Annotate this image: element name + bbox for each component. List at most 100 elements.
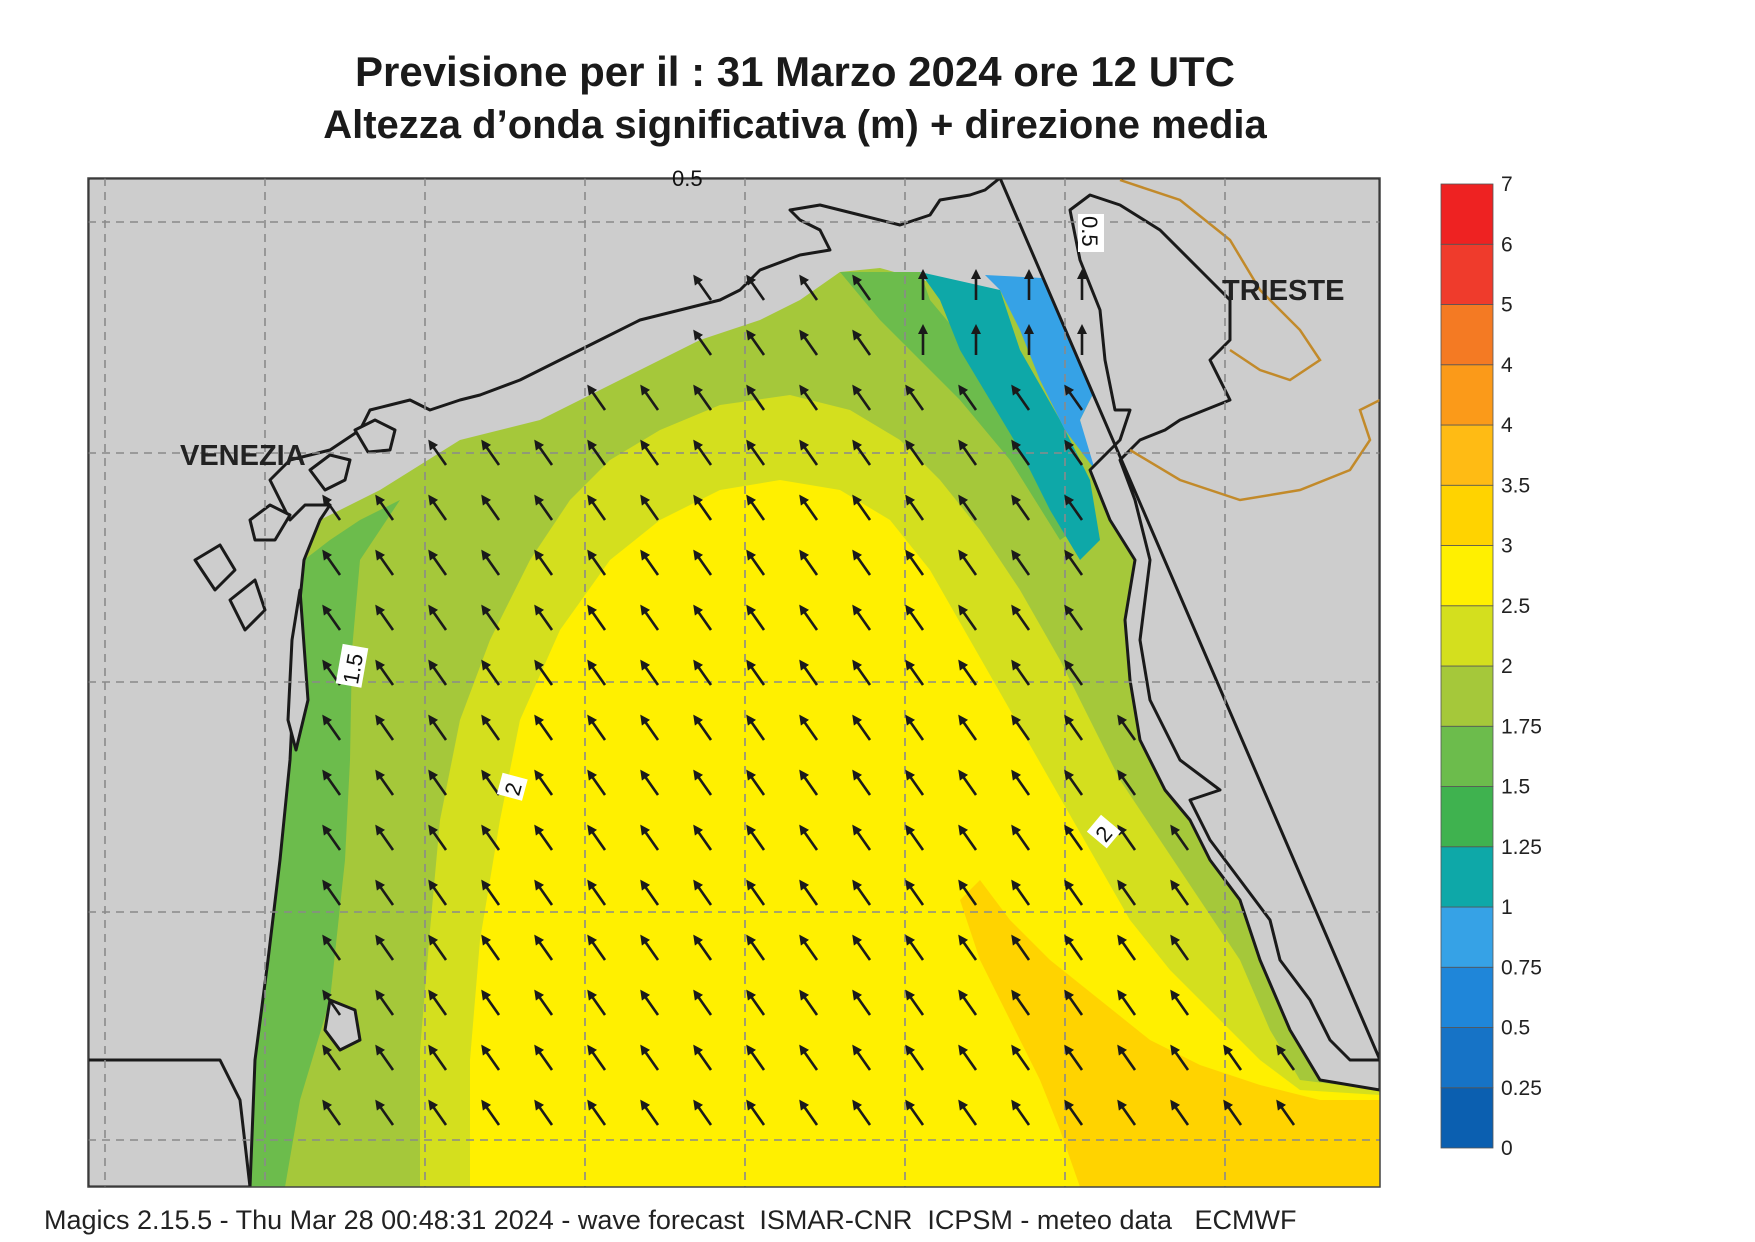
colorbar-swatch (1440, 183, 1494, 245)
wave-direction-arrow (958, 989, 978, 1016)
wave-direction-arrow (481, 934, 501, 961)
wave-direction-arrow (1011, 659, 1031, 686)
wave-direction-arrow (958, 769, 978, 796)
wave-direction-arrow (693, 384, 713, 411)
wave-direction-arrow (640, 879, 660, 906)
wave-direction-arrow (958, 1099, 978, 1126)
wave-direction-arrow (693, 659, 713, 686)
wave-direction-arrow (481, 879, 501, 906)
wave-direction-arrow (905, 1099, 925, 1126)
wave-direction-arrow (428, 824, 448, 851)
colorbar-swatch (1440, 725, 1494, 787)
wave-direction-arrow (1170, 879, 1190, 906)
wave-direction-arrow (534, 989, 554, 1016)
wave-direction-arrow (1064, 879, 1084, 906)
wave-direction-arrow (693, 329, 713, 356)
wave-direction-arrow (587, 989, 607, 1016)
wave-direction-arrow (1223, 1044, 1243, 1071)
wave-direction-arrow (693, 1044, 713, 1071)
wave-direction-arrow (746, 659, 766, 686)
wave-direction-arrow (640, 714, 660, 741)
wave-direction-arrow (852, 329, 872, 356)
wave-direction-arrow (799, 329, 819, 356)
wave-direction-arrow (587, 439, 607, 466)
wave-direction-arrow (958, 659, 978, 686)
wave-direction-arrow (481, 549, 501, 576)
wave-direction-arrow (1011, 989, 1031, 1016)
wave-direction-arrow (322, 1099, 342, 1126)
coastline (88, 178, 1380, 1187)
wave-direction-arrow (693, 879, 713, 906)
wave-direction-arrow (481, 714, 501, 741)
wave-direction-arrow (587, 1099, 607, 1126)
wave-direction-arrow (693, 604, 713, 631)
wave-direction-arrow (587, 934, 607, 961)
colorbar-swatch (1440, 545, 1494, 607)
map-body (88, 178, 1380, 1187)
wave-direction-arrow (905, 439, 925, 466)
wave-height-field (250, 210, 1380, 1187)
wave-direction-arrow (534, 549, 554, 576)
wave-direction-arrow (693, 494, 713, 521)
place-venezia: VENEZIA (180, 440, 306, 472)
wave-direction-arrow (322, 934, 342, 961)
wave-direction-arrow (1276, 1044, 1296, 1071)
colorbar-tick-label: 0 (1501, 1137, 1513, 1160)
wave-direction-arrow (481, 659, 501, 686)
colorbar-tick-label: 4 (1501, 354, 1513, 377)
wave-direction-arrow (905, 494, 925, 521)
wave-direction-arrow (1117, 714, 1137, 741)
colorbar-tick-label: 6 (1501, 233, 1513, 256)
wave-direction-arrow (852, 989, 872, 1016)
wave-direction-arrow (1011, 439, 1031, 466)
wave-direction-arrow (958, 1044, 978, 1071)
wave-direction-arrow (534, 1099, 554, 1126)
wave-direction-arrow (693, 769, 713, 796)
wave-direction-arrow (375, 989, 395, 1016)
wave-direction-arrow (534, 879, 554, 906)
wave-direction-arrow (534, 659, 554, 686)
wave-direction-arrow (481, 989, 501, 1016)
wave-direction-arrow (322, 879, 342, 906)
wave-direction-arrow (799, 659, 819, 686)
wave-direction-arrow (852, 439, 872, 466)
wave-direction-arrow (322, 714, 342, 741)
wave-direction-arrow (746, 1044, 766, 1071)
wave-direction-arrow (1117, 989, 1137, 1016)
wave-direction-arrow (905, 659, 925, 686)
wave-direction-arrow (905, 824, 925, 851)
wave-direction-arrow (428, 714, 448, 741)
wave-direction-arrow (958, 384, 978, 411)
colorbar-swatch (1440, 484, 1494, 546)
colorbar-swatch (1440, 424, 1494, 486)
colorbar-tick-label: 1.5 (1501, 776, 1530, 799)
wave-direction-arrow (1011, 1044, 1031, 1071)
wave-direction-arrow (746, 1099, 766, 1126)
wave-direction-arrow (587, 769, 607, 796)
colorbar-swatch (1440, 1027, 1494, 1089)
wave-direction-arrow (640, 989, 660, 1016)
wave-direction-arrow (799, 934, 819, 961)
wave-direction-arrow (1011, 604, 1031, 631)
wave-direction-arrow (799, 1099, 819, 1126)
wave-direction-arrow (428, 879, 448, 906)
wave-direction-arrow (1064, 769, 1084, 796)
wave-direction-arrow (375, 549, 395, 576)
wave-direction-arrow (905, 384, 925, 411)
place-trieste: TRIESTE (1222, 275, 1344, 307)
wave-direction-arrow (640, 494, 660, 521)
wave-direction-arrow (693, 274, 713, 301)
wave-direction-arrow (1011, 494, 1031, 521)
wave-direction-arrow (481, 439, 501, 466)
wave-direction-arrow (1011, 769, 1031, 796)
wave-direction-arrow (852, 824, 872, 851)
colorbar-tick-label: 3 (1501, 535, 1513, 558)
wave-direction-arrow (746, 329, 766, 356)
contour-labels: 0.5 0.5 1.5 2 2 (335, 166, 1121, 849)
wave-direction-arrow (693, 1099, 713, 1126)
colorbar-swatch (1440, 665, 1494, 727)
colorbar-swatch (1440, 364, 1494, 426)
wave-direction-arrow (375, 604, 395, 631)
map-title-date: Previsione per il : 31 Marzo 2024 ore 12… (354, 48, 1236, 95)
wave-direction-arrow (1011, 934, 1031, 961)
